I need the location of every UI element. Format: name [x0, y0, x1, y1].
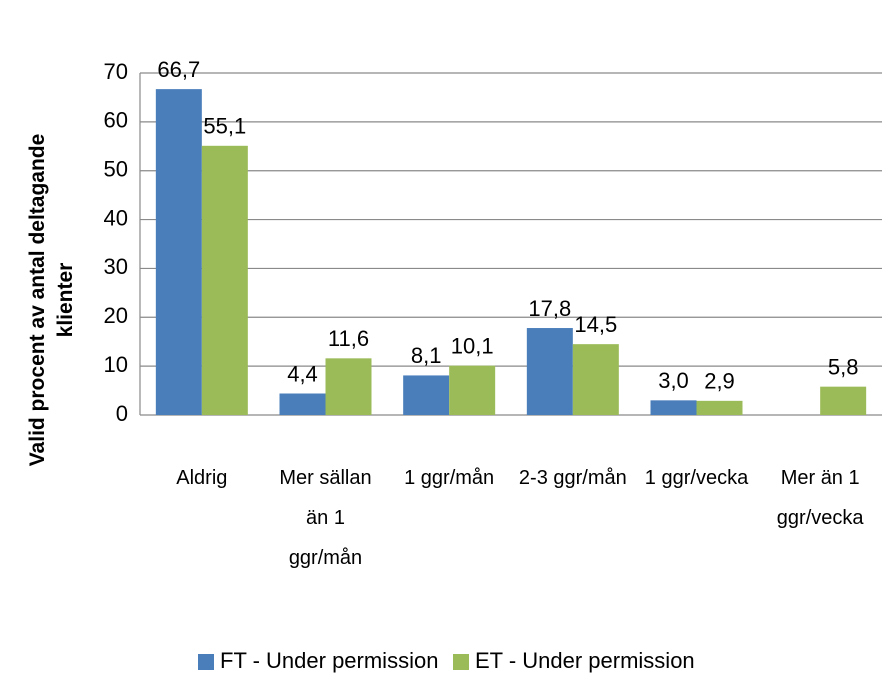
legend-label: ET - Under permission [475, 648, 695, 673]
y-tick-label: 10 [104, 352, 128, 377]
bar [572, 344, 619, 415]
legend-swatch [198, 654, 214, 670]
x-tick-label: Mer sällan än 1 ggr/mån [279, 467, 372, 569]
bar [449, 365, 496, 415]
y-tick-label: 70 [104, 59, 128, 84]
bar [650, 400, 697, 415]
x-tick-label: Aldrig [176, 467, 228, 489]
bar [201, 145, 248, 415]
value-label: 10,1 [451, 333, 494, 358]
y-tick-label: 20 [104, 303, 128, 328]
value-label: 14,5 [574, 312, 617, 337]
value-label: 55,1 [203, 114, 246, 139]
value-label: 4,4 [287, 361, 318, 386]
y-axis-label: Valid procent av antal deltagande kliente… [26, 134, 77, 467]
y-tick-label: 60 [104, 108, 128, 133]
value-label: 8,1 [411, 343, 442, 368]
bar [325, 358, 372, 415]
x-tick-label: 2-3 ggr/mån [518, 467, 627, 489]
bar [155, 89, 202, 415]
value-label: 17,8 [528, 296, 571, 321]
y-tick-label: 0 [116, 401, 128, 426]
bar [279, 393, 326, 415]
x-tick-label: 1 ggr/mån [404, 467, 495, 489]
value-label: 66,7 [157, 57, 200, 82]
x-tick-label: Mer än 1 ggr/vecka [776, 467, 864, 529]
value-label: 11,6 [328, 326, 369, 351]
value-label: 5,8 [828, 354, 859, 379]
legend-swatch [453, 654, 469, 670]
y-tick-label: 30 [104, 254, 128, 279]
value-label: 3,0 [658, 368, 689, 393]
x-tick-label: 1 ggr/vecka [644, 467, 749, 489]
value-label: 2,9 [704, 369, 735, 394]
legend-label: FT - Under permission [220, 648, 438, 673]
y-tick-label: 50 [104, 157, 128, 182]
bar [526, 328, 573, 415]
y-tick-label: 40 [104, 205, 128, 230]
bar [403, 375, 450, 415]
bar [820, 386, 867, 415]
bar [696, 400, 743, 415]
